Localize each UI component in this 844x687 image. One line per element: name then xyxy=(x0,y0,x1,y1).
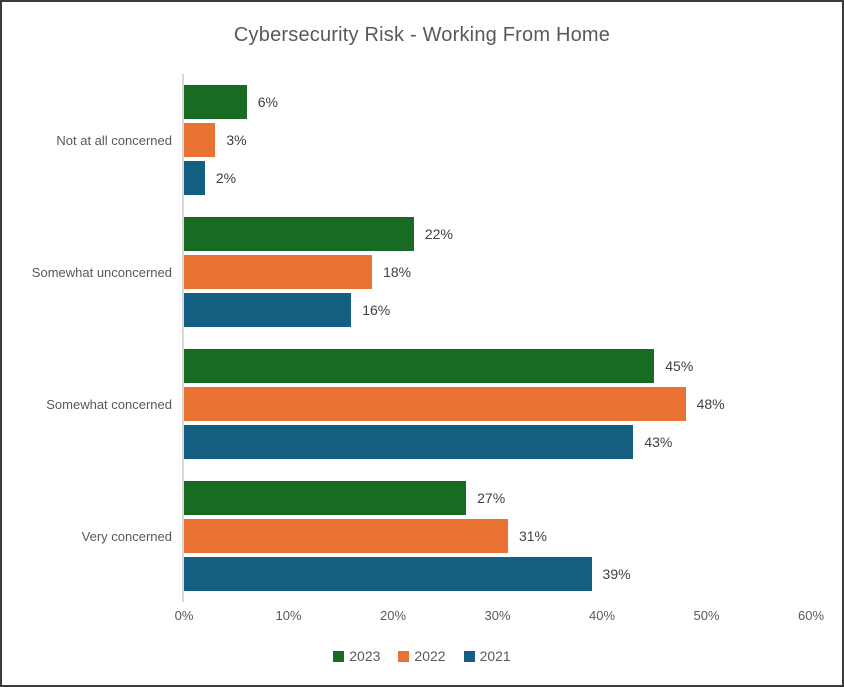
bar-group: 45% 48% 43% xyxy=(184,338,811,470)
legend-item-2021: 2021 xyxy=(463,648,511,664)
category-label: Somewhat unconcerned xyxy=(31,264,172,280)
data-label: 3% xyxy=(226,132,247,148)
bar-row: 31% xyxy=(184,519,811,553)
bar-row: 6% xyxy=(184,85,811,119)
bar-2023 xyxy=(184,481,467,515)
data-label: 48% xyxy=(696,396,725,412)
bar-2022 xyxy=(184,255,373,289)
chart-title: Cybersecurity Risk - Working From Home xyxy=(233,24,611,46)
data-label: 22% xyxy=(424,226,453,242)
bar-2021 xyxy=(184,557,592,591)
bar-2023 xyxy=(184,349,655,383)
bar-row: 2% xyxy=(184,161,811,195)
data-label: 43% xyxy=(644,434,673,450)
x-tick-label: 60% xyxy=(797,608,825,623)
data-label: 27% xyxy=(477,490,506,506)
legend-swatch-icon xyxy=(463,650,475,662)
x-tick-label: 10% xyxy=(275,608,302,623)
bar-2022 xyxy=(184,519,508,553)
bar-row: 45% xyxy=(184,349,811,383)
x-axis-ticks: 0% 10% 20% 30% 40% 50% 60% xyxy=(175,608,824,628)
bar-2023 xyxy=(184,85,247,119)
category-label: Very concerned xyxy=(81,528,172,544)
category-label: Not at all concerned xyxy=(56,132,172,148)
bar-group: 22% 18% 16% xyxy=(184,206,811,338)
legend-item-2023: 2023 xyxy=(333,648,380,664)
bar-row: 22% xyxy=(184,217,811,251)
legend-label: 2021 xyxy=(479,648,511,664)
legend-label: 2023 xyxy=(349,648,381,664)
data-label: 39% xyxy=(602,566,631,582)
plot-area: 6% 3% 2% 22% 18% 16% 45% 48% 43% 27% 31% 39% xyxy=(184,74,811,602)
bar-2021 xyxy=(184,293,352,327)
bar-row: 39% xyxy=(184,557,811,591)
bar-2023 xyxy=(184,217,414,251)
bar-group: 6% 3% 2% xyxy=(184,74,811,206)
bar-row: 43% xyxy=(184,425,811,459)
data-label: 16% xyxy=(362,302,391,318)
x-tick-label: 20% xyxy=(379,608,407,623)
category-axis: Not at all concerned Somewhat unconcerned… xyxy=(2,74,183,602)
legend-swatch-icon xyxy=(398,650,410,662)
category-label: Somewhat concerned xyxy=(46,396,172,412)
x-tick-label: 0% xyxy=(174,608,194,623)
bar-2022 xyxy=(184,387,686,421)
legend-swatch-icon xyxy=(333,650,345,662)
data-label: 18% xyxy=(383,264,412,280)
x-tick-label: 30% xyxy=(484,608,511,623)
data-label: 2% xyxy=(215,170,237,186)
bar-row: 18% xyxy=(184,255,811,289)
bar-row: 27% xyxy=(184,481,811,515)
bar-row: 16% xyxy=(184,293,811,327)
value-axis-line xyxy=(182,74,184,602)
legend-item-2022: 2022 xyxy=(398,648,446,664)
legend: 2023 2022 2021 xyxy=(2,648,842,664)
data-label: 31% xyxy=(518,528,547,544)
data-label: 45% xyxy=(665,358,694,374)
bar-2022 xyxy=(184,123,216,157)
legend-label: 2022 xyxy=(414,648,446,664)
data-label: 6% xyxy=(257,94,278,110)
x-tick-label: 50% xyxy=(693,608,720,623)
bar-row: 48% xyxy=(184,387,811,421)
bar-2021 xyxy=(184,161,205,195)
bar-group: 27% 31% 39% xyxy=(184,470,811,602)
bar-2021 xyxy=(184,425,634,459)
bar-row: 3% xyxy=(184,123,811,157)
x-tick-label: 40% xyxy=(588,608,616,623)
